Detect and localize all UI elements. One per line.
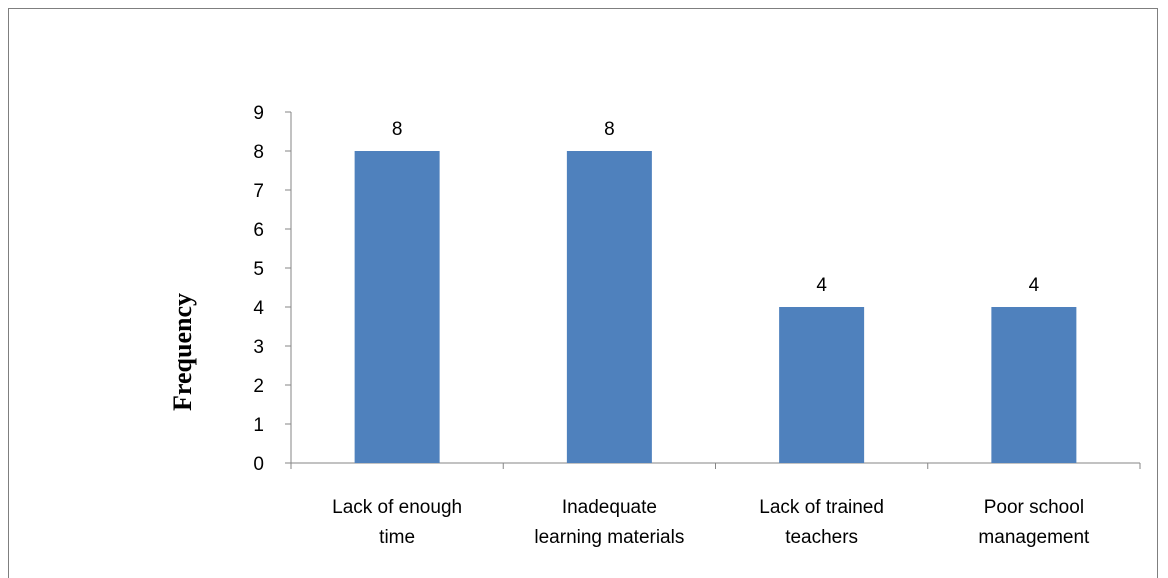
- category-label: teachers: [785, 527, 858, 548]
- y-tick-label: 6: [253, 220, 264, 241]
- y-tick-label: 3: [253, 337, 264, 358]
- data-label: 8: [604, 119, 615, 140]
- bar: [779, 307, 865, 463]
- bars: [354, 151, 1077, 463]
- data-label: 4: [816, 275, 827, 296]
- category-label: time: [379, 527, 415, 548]
- y-axis-label: Frequency: [168, 293, 197, 411]
- y-tick-label: 2: [253, 376, 264, 397]
- bar: [566, 151, 652, 463]
- y-tick-label: 7: [253, 181, 264, 202]
- bar: [991, 307, 1077, 463]
- data-label: 4: [1029, 275, 1040, 296]
- y-tick-label: 9: [253, 103, 264, 124]
- category-labels: Lack of enough time Inadequate learning mat…: [332, 497, 1090, 548]
- y-tick-label: 4: [253, 298, 264, 319]
- category-label: Poor school: [984, 497, 1084, 518]
- y-tick-label: 8: [253, 142, 264, 163]
- data-label: 8: [392, 119, 403, 140]
- y-tick-label: 0: [253, 454, 264, 475]
- chart-frame: [8, 8, 1158, 578]
- category-label: Inadequate: [562, 497, 657, 518]
- category-label: Lack of trained: [759, 497, 884, 518]
- bar: [354, 151, 440, 463]
- category-label: management: [978, 527, 1090, 548]
- y-tick-label: 1: [253, 415, 264, 436]
- data-labels: 8 8 4 4: [392, 119, 1040, 296]
- y-tick-label: 5: [253, 259, 264, 280]
- category-label: learning materials: [534, 527, 684, 548]
- category-label: Lack of enough: [332, 497, 462, 518]
